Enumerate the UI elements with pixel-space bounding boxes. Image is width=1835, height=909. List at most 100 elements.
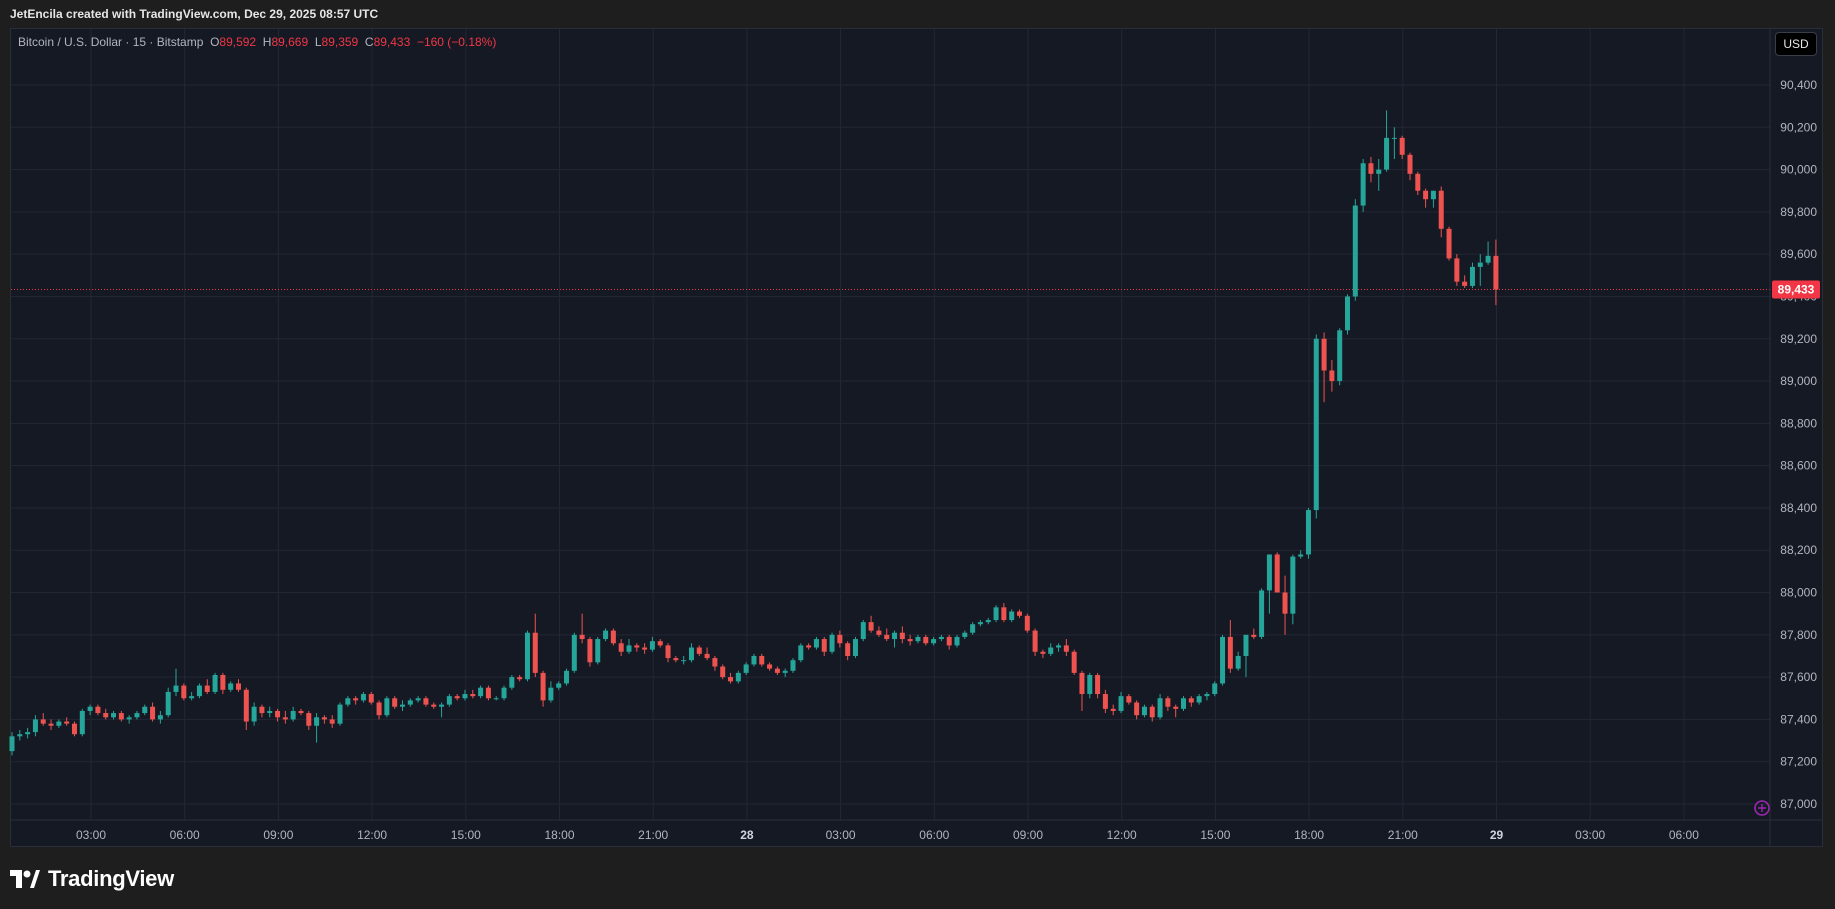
candle — [126, 715, 132, 724]
candle-body — [56, 721, 62, 726]
last-price-badge: 89,433 — [1772, 280, 1820, 299]
candle-body — [1173, 706, 1179, 709]
candle — [954, 634, 960, 648]
tradingview-logo[interactable]: TradingView — [10, 866, 174, 892]
candle-body — [642, 647, 648, 650]
candle-body — [1454, 258, 1460, 282]
candle — [728, 672, 734, 684]
candle-body — [150, 706, 156, 720]
candle — [1454, 254, 1460, 286]
candle — [1376, 159, 1382, 191]
candle-body — [470, 694, 476, 697]
candle-body — [837, 634, 843, 644]
price-tick-label: 88,200 — [1780, 543, 1817, 557]
candle-body — [767, 664, 773, 669]
candle-body — [87, 706, 93, 711]
candle — [118, 710, 124, 722]
candle — [392, 696, 398, 709]
candle — [1430, 190, 1436, 208]
candle-body — [696, 647, 702, 654]
candle-body — [173, 685, 179, 692]
candle — [462, 689, 468, 701]
candle-body — [1071, 651, 1077, 673]
candle — [735, 670, 741, 684]
candle — [681, 655, 687, 665]
candle-body — [962, 632, 968, 637]
candle-body — [126, 717, 132, 720]
candle-body — [111, 713, 117, 718]
candle-body — [142, 706, 148, 714]
candle — [642, 643, 648, 654]
candle-body — [1063, 645, 1069, 652]
currency-button[interactable]: USD — [1775, 32, 1817, 56]
candle-body — [251, 706, 257, 722]
candle-body — [431, 704, 437, 707]
price-tick-label: 89,600 — [1780, 247, 1817, 261]
candle-body — [290, 710, 296, 720]
time-tick-label: 12:00 — [357, 828, 387, 842]
candle-body — [1016, 611, 1022, 616]
candle — [1243, 634, 1249, 678]
candle — [993, 605, 999, 623]
candle — [353, 696, 359, 705]
time-tick-label: 06:00 — [1669, 828, 1699, 842]
candle-body — [454, 696, 460, 699]
candle-body — [1321, 338, 1327, 371]
candle-body — [517, 677, 523, 680]
candle — [1102, 689, 1108, 714]
candle-body — [852, 639, 858, 656]
candle-body — [204, 685, 210, 692]
candle-body — [587, 639, 593, 663]
time-tick-label: 18:00 — [544, 828, 574, 842]
time-tick-label: 03:00 — [826, 828, 856, 842]
time-tick-label: 29 — [1490, 828, 1504, 842]
candle-body — [1079, 672, 1085, 695]
candle — [845, 641, 851, 661]
candle — [946, 634, 952, 650]
candle-body — [267, 710, 273, 714]
candles — [9, 110, 1499, 756]
price-tick-label: 89,800 — [1780, 205, 1817, 219]
time-tick-label: 09:00 — [263, 828, 293, 842]
candle-body — [524, 632, 530, 680]
candle — [751, 653, 757, 667]
candle-body — [329, 719, 335, 724]
candle — [173, 668, 179, 697]
candle — [337, 702, 343, 726]
close-label: C — [364, 35, 374, 49]
candle — [282, 710, 288, 724]
candle-body — [712, 658, 718, 667]
candle — [1438, 186, 1444, 238]
candle-body — [1266, 554, 1272, 591]
price-tick-label: 88,600 — [1780, 459, 1817, 473]
candle-body — [1024, 615, 1030, 631]
candle — [907, 634, 913, 646]
candle — [470, 689, 476, 699]
candle-body — [1235, 655, 1241, 669]
candle-body — [1056, 645, 1062, 648]
candle — [876, 626, 882, 637]
candle — [790, 658, 796, 673]
price-tick-label: 90,000 — [1780, 163, 1817, 177]
candle-body — [212, 675, 218, 692]
candle-body — [1009, 611, 1015, 621]
candle — [1009, 609, 1015, 623]
candle-body — [970, 624, 976, 633]
candle-body — [993, 607, 999, 621]
candle — [228, 681, 234, 692]
candle-body — [368, 694, 374, 703]
price-tick-label: 89,000 — [1780, 374, 1817, 388]
candle — [103, 708, 109, 720]
candle — [306, 710, 312, 730]
candle-body — [40, 719, 46, 724]
candle — [1407, 152, 1413, 181]
chart-frame[interactable] — [10, 28, 1823, 847]
last-price-badge-label: 89,433 — [1778, 282, 1815, 296]
candle-body — [595, 639, 601, 663]
candle — [1313, 334, 1319, 519]
candle — [423, 696, 429, 707]
candle — [868, 615, 874, 633]
candle-body — [946, 636, 952, 646]
candle-body — [1001, 607, 1007, 621]
